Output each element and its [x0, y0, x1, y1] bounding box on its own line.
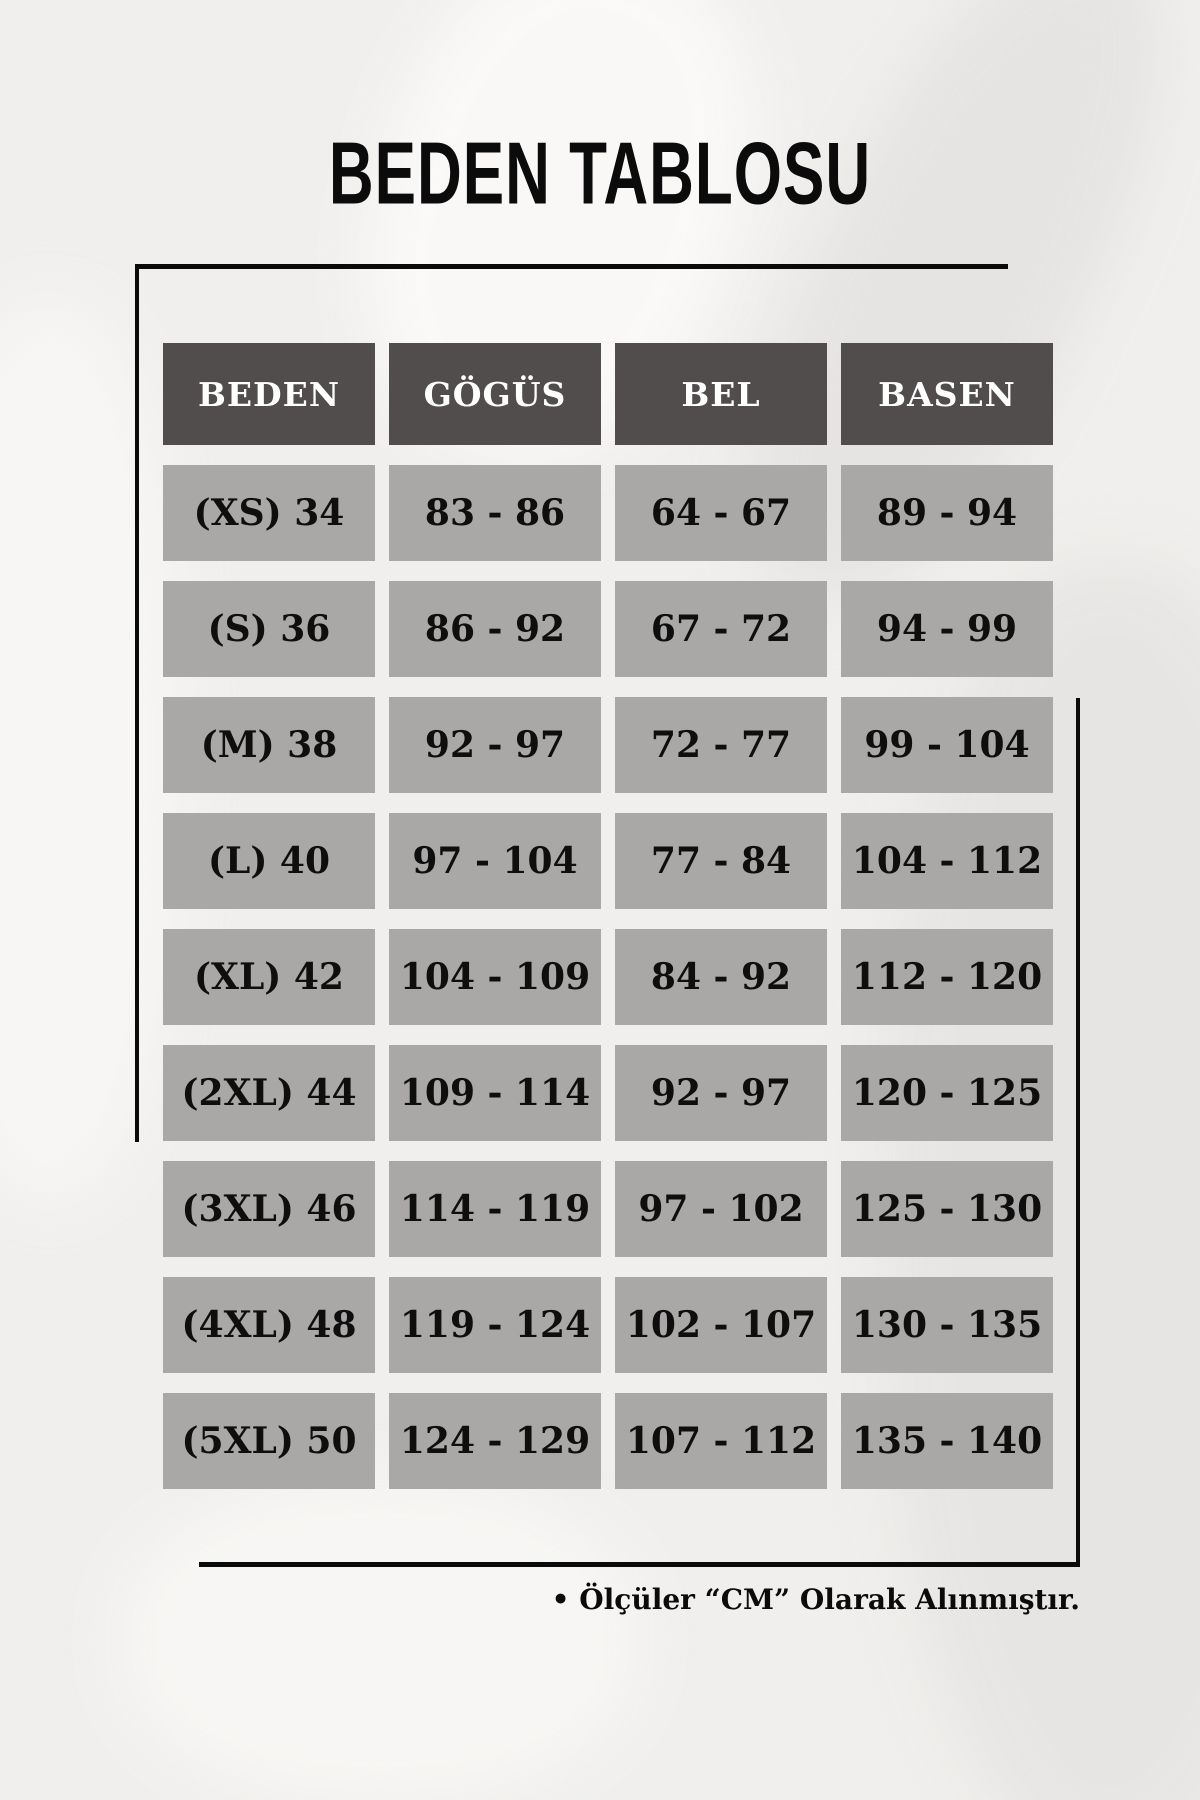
header-cell-basen: BASEN — [841, 343, 1053, 445]
table-cell-row9-col2: 124 - 129 — [389, 1393, 601, 1489]
background-watermark-shape — [120, 1480, 640, 1800]
table-cell-row2-col2: 86 - 92 — [389, 581, 601, 677]
background-watermark-shape — [0, 300, 180, 1200]
table-cell-row3-col2: 92 - 97 — [389, 697, 601, 793]
table-cell-row4-col4: 104 - 112 — [841, 813, 1053, 909]
frame-line-left — [135, 264, 139, 1142]
table-cell-row8-col2: 119 - 124 — [389, 1277, 601, 1373]
size-table: BEDEN GÖGÜS BEL BASEN (XS) 34 83 - 86 64… — [163, 343, 1053, 1489]
table-cell-row6-col3: 92 - 97 — [615, 1045, 827, 1141]
table-cell-row2-col1: (S) 36 — [163, 581, 375, 677]
table-cell-row6-col4: 120 - 125 — [841, 1045, 1053, 1141]
table-cell-row4-col1: (L) 40 — [163, 813, 375, 909]
page-title: BEDEN TABLOSU — [328, 125, 872, 224]
table-cell-row9-col3: 107 - 112 — [615, 1393, 827, 1489]
frame-line-right — [1076, 698, 1080, 1567]
table-cell-row8-col1: (4XL) 48 — [163, 1277, 375, 1373]
table-cell-row7-col3: 97 - 102 — [615, 1161, 827, 1257]
table-cell-row5-col4: 112 - 120 — [841, 929, 1053, 1025]
table-cell-row6-col1: (2XL) 44 — [163, 1045, 375, 1141]
table-cell-row1-col3: 64 - 67 — [615, 465, 827, 561]
table-cell-row1-col2: 83 - 86 — [389, 465, 601, 561]
header-cell-beden: BEDEN — [163, 343, 375, 445]
table-cell-row4-col2: 97 - 104 — [389, 813, 601, 909]
table-cell-row1-col4: 89 - 94 — [841, 465, 1053, 561]
table-cell-row5-col3: 84 - 92 — [615, 929, 827, 1025]
table-cell-row7-col1: (3XL) 46 — [163, 1161, 375, 1257]
frame-line-top — [135, 264, 1008, 269]
header-cell-bel: BEL — [615, 343, 827, 445]
table-cell-row8-col3: 102 - 107 — [615, 1277, 827, 1373]
table-cell-row1-col1: (XS) 34 — [163, 465, 375, 561]
measurement-note: • Ölçüler “CM” Olarak Alınmıştır. — [551, 1583, 1080, 1616]
table-cell-row6-col2: 109 - 114 — [389, 1045, 601, 1141]
table-cell-row9-col4: 135 - 140 — [841, 1393, 1053, 1489]
table-cell-row2-col3: 67 - 72 — [615, 581, 827, 677]
table-cell-row5-col1: (XL) 42 — [163, 929, 375, 1025]
table-cell-row3-col3: 72 - 77 — [615, 697, 827, 793]
table-cell-row3-col1: (M) 38 — [163, 697, 375, 793]
table-cell-row9-col1: (5XL) 50 — [163, 1393, 375, 1489]
frame-line-bottom — [199, 1562, 1080, 1567]
table-cell-row8-col4: 130 - 135 — [841, 1277, 1053, 1373]
table-cell-row7-col2: 114 - 119 — [389, 1161, 601, 1257]
table-cell-row4-col3: 77 - 84 — [615, 813, 827, 909]
table-cell-row3-col4: 99 - 104 — [841, 697, 1053, 793]
table-cell-row7-col4: 125 - 130 — [841, 1161, 1053, 1257]
table-cell-row5-col2: 104 - 109 — [389, 929, 601, 1025]
table-cell-row2-col4: 94 - 99 — [841, 581, 1053, 677]
header-cell-gogus: GÖGÜS — [389, 343, 601, 445]
